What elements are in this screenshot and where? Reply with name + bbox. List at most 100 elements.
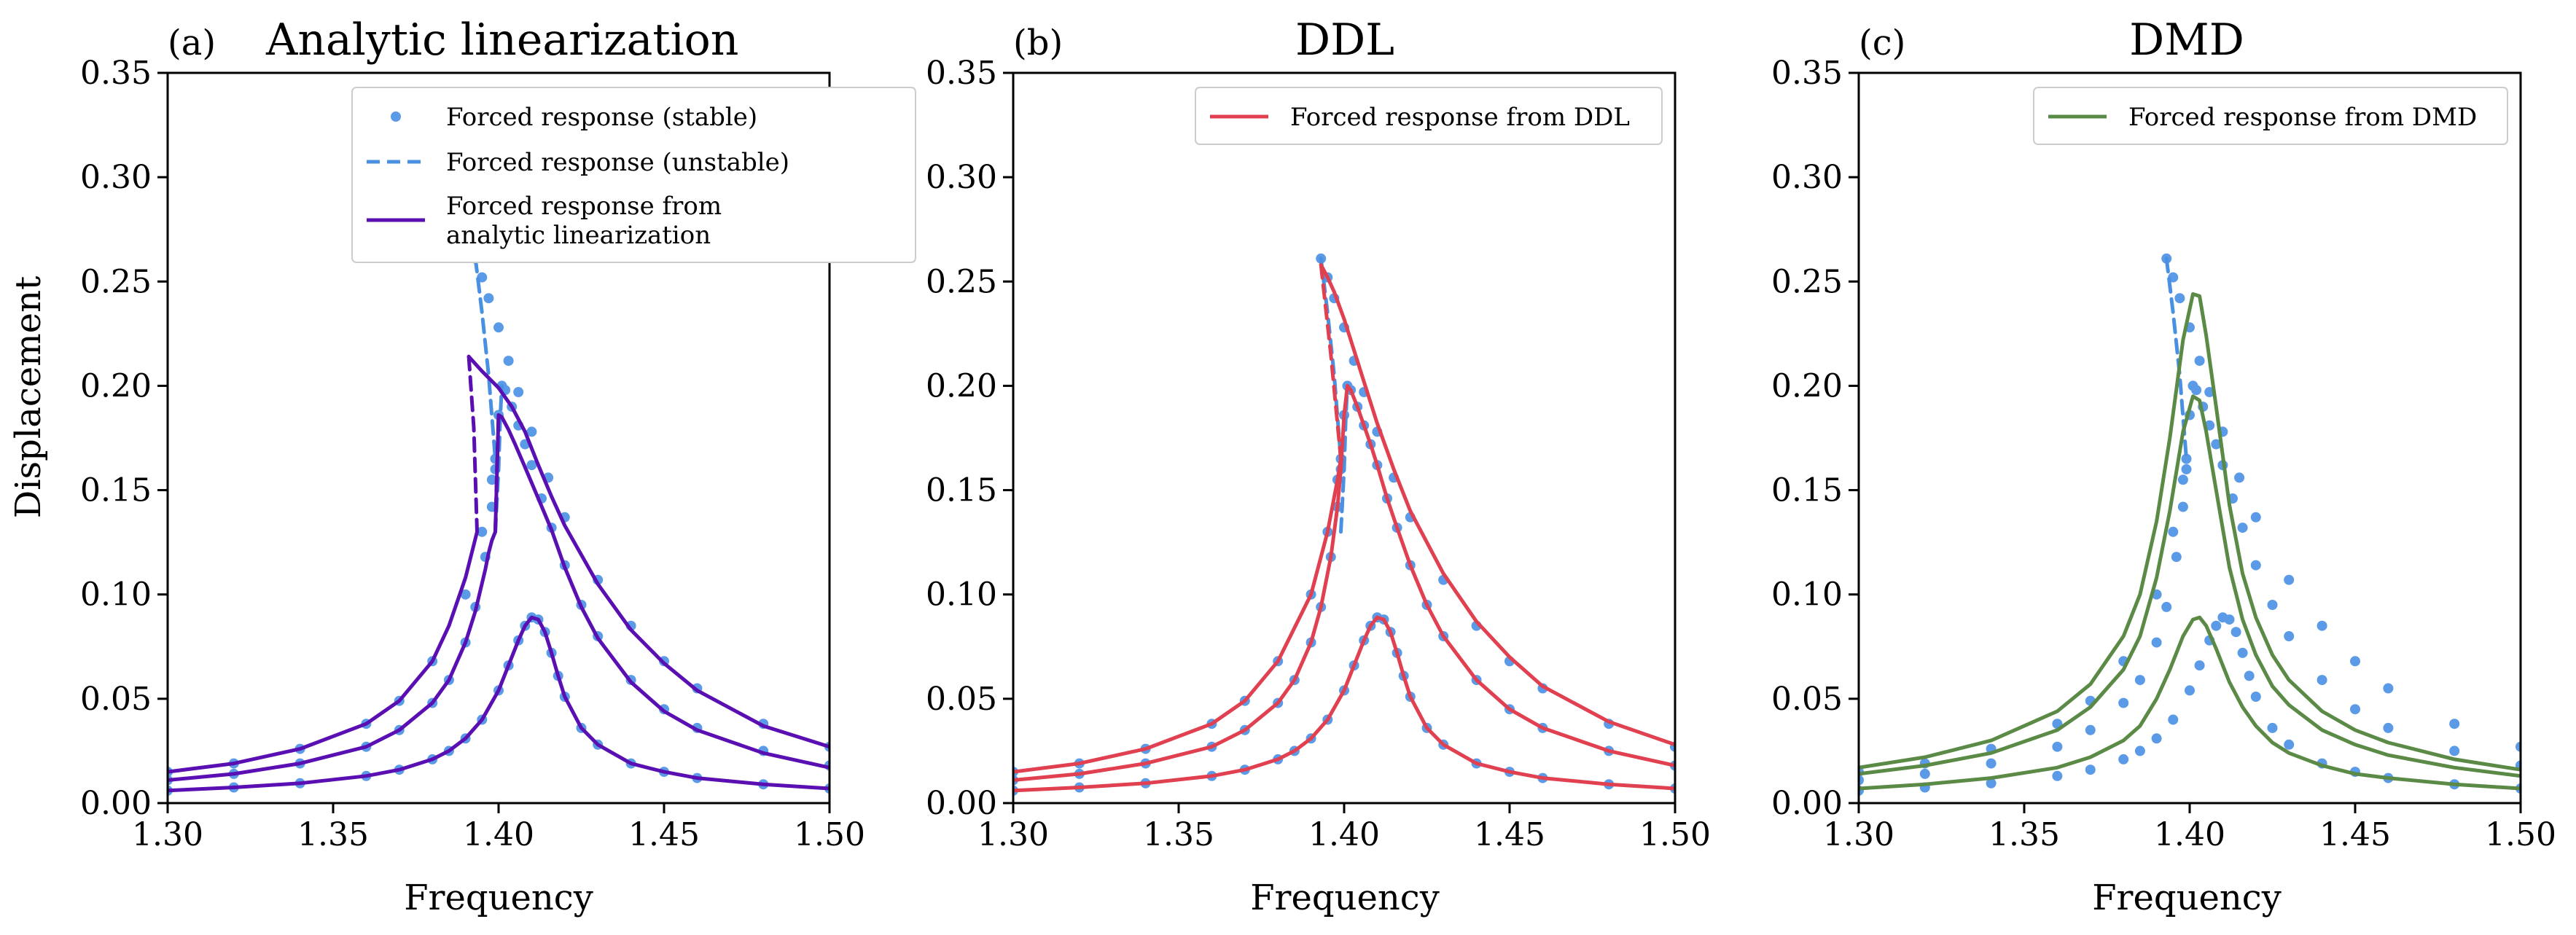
series-line-analytic-mid-unstable [493,413,501,534]
point-stable-low-10 [2194,660,2205,671]
point-stable-mid-upper-22 [2267,600,2278,610]
point-stable-top-upper-8 [2250,512,2261,523]
x-tick-label-a-3: 1.45 [628,816,700,853]
y-tick-label-a-1: 0.05 [80,681,152,718]
point-stable-mid-upper-10 [2177,501,2188,512]
series-line-analytic-top-unstable [467,354,479,534]
point-stable-top-upper-12 [2383,683,2394,694]
x-tick-label-a-1: 1.35 [297,816,369,853]
x-tick-label-a-4: 1.50 [794,816,865,853]
y-tick-label-b-7: 0.35 [926,55,997,92]
point-stable-low-17 [2244,670,2255,681]
point-stable-top-upper-2 [2174,293,2185,304]
point-stable-low-6 [2134,746,2145,756]
point-stable-low-8 [2168,714,2179,725]
point-stable-low-4 [2085,764,2096,775]
point-stable-low-16 [2237,647,2248,658]
point-stable-top-upper-14 [2515,741,2521,752]
point-stable-top-lower-8 [2177,474,2188,485]
panel-c-x-axis-label: Frequency [2092,877,2282,918]
y-tick-label-a-6: 0.30 [80,159,152,196]
panel-a: 1.30 1.35 1.40 1.45 1.50 0.00 0.05 0.10 0.15 0.20… [80,15,916,918]
point-stable-low-7 [2151,733,2162,744]
y-tick-label-b-2: 0.10 [926,576,997,614]
panel-b-data [1013,253,1675,796]
panel-b-legend: Forced response from DDL [1195,87,1663,145]
series-line-dmd-top [1859,292,2521,772]
point-stable-mid-upper-3 [2052,741,2063,752]
point-stable-mid-upper-2 [1986,758,1997,769]
point-stable-mid-upper-1 [1919,768,1930,779]
point-stable-top-upper-6 [526,426,537,437]
series-line-ddl-top-unstable [1319,262,1343,461]
y-tick-label-c-0: 0.00 [1771,785,1843,822]
legend-entry-unstable: Forced response (unstable) [446,148,789,177]
point-stable-top-lower-7 [2168,526,2179,537]
point-stable-low-20 [2284,739,2295,750]
panel-b: 1.30 1.35 1.40 1.45 1.50 0.00 0.05 0.10 0.15 0.20… [926,15,1711,918]
y-tick-label-c-4: 0.20 [1771,367,1843,404]
x-tick-label-b-2: 1.40 [1308,816,1380,853]
y-tick-label-b-6: 0.30 [926,159,997,196]
point-stable-mid-upper-5 [2118,697,2129,708]
y-tick-label-b-1: 0.05 [926,681,997,718]
point-stable-mid-upper-27 [2449,746,2460,756]
y-tick-label-b-5: 0.25 [926,263,997,300]
y-tick-label-a-3: 0.15 [80,472,152,509]
legend-entry-stable: Forced response (stable) [446,103,757,132]
series-line-analytic-low [168,615,830,793]
series-line-ddl-top-upper [1319,262,1675,747]
point-stable-low-2 [1986,778,1997,789]
point-stable-top-lower-6 [460,589,471,600]
panel-c: 1.30 1.35 1.40 1.45 1.50 0.00 0.05 0.10 0.15 0.20… [1771,15,2556,918]
y-tick-label-b-0: 0.00 [926,785,997,822]
y-tick-label-b-4: 0.20 [926,367,997,404]
y-tick-label-c-1: 0.05 [1771,681,1843,718]
y-tick-label-b-3: 0.15 [926,472,997,509]
point-stable-low-3 [2052,770,2063,781]
point-stable-low-19 [2267,722,2278,733]
panel-c-plot: 1.30 1.35 1.40 1.45 1.50 0.00 0.05 0.10 0.15 0.20… [1771,55,2556,853]
point-stable-mid-upper-4 [2085,724,2096,735]
x-tick-label-c-4: 1.50 [2485,816,2556,853]
series-line-dmd-low [1859,615,2521,791]
panel-a-data [168,253,830,796]
point-stable-top-upper-2 [483,293,494,304]
point-stable-top-lower-7 [477,526,488,537]
point-stable-low-14 [2224,614,2235,625]
point-stable-top-upper-4 [2194,356,2205,367]
series-line-dmd-mid [1859,394,2521,778]
x-tick-label-c-0: 1.30 [1823,816,1894,853]
point-stable-top-lower-9 [2181,453,2192,464]
y-tick-label-a-0: 0.00 [80,785,152,822]
panel-c-letter: (c) [1859,23,1905,63]
point-stable-mid-upper-9 [2171,552,2182,563]
point-stable-low-12 [2211,620,2222,631]
point-stable-top-upper-4 [503,356,514,367]
panel-a-title: Analytic linearization [265,15,738,66]
panel-c-legend-frame [2033,87,2508,145]
point-stable-mid-upper-7 [2151,637,2162,648]
point-stable-top-upper-9 [2284,574,2295,585]
panel-a-letter: (a) [168,23,216,63]
panel-a-legend: Forced response (stable) Forced response… [351,87,916,263]
x-tick-label-c-2: 1.40 [2154,816,2225,853]
point-stable-top-upper-13 [2449,719,2460,729]
point-stable-mid-upper-14 [2191,385,2202,396]
point-stable-mid-upper-20 [2237,523,2248,533]
y-tick-label-c-5: 0.25 [1771,263,1843,300]
point-stable-mid-upper-18 [526,460,537,471]
panel-b-plot: 1.30 1.35 1.40 1.45 1.50 0.00 0.05 0.10 0.15 0.20… [926,55,1711,853]
x-tick-label-b-0: 1.30 [977,816,1049,853]
y-axis-label: Displacement [8,276,49,519]
x-tick-label-c-1: 1.35 [1988,816,2060,853]
point-stable-top-upper-7 [2234,472,2245,483]
panel-a-x-axis-label: Frequency [404,877,593,918]
legend-entry-analytic-1: Forced response from [446,192,722,221]
panel-a-plot: 1.30 1.35 1.40 1.45 1.50 0.00 0.05 0.10 0.15 0.20… [80,55,865,853]
point-stable-mid-upper-24 [2317,675,2327,686]
x-tick-label-a-0: 1.30 [132,816,203,853]
panel-c-legend: Forced response from DMD [2033,87,2508,145]
panel-a-legend-frame [351,87,916,263]
point-stable-top-upper-3 [493,322,504,333]
